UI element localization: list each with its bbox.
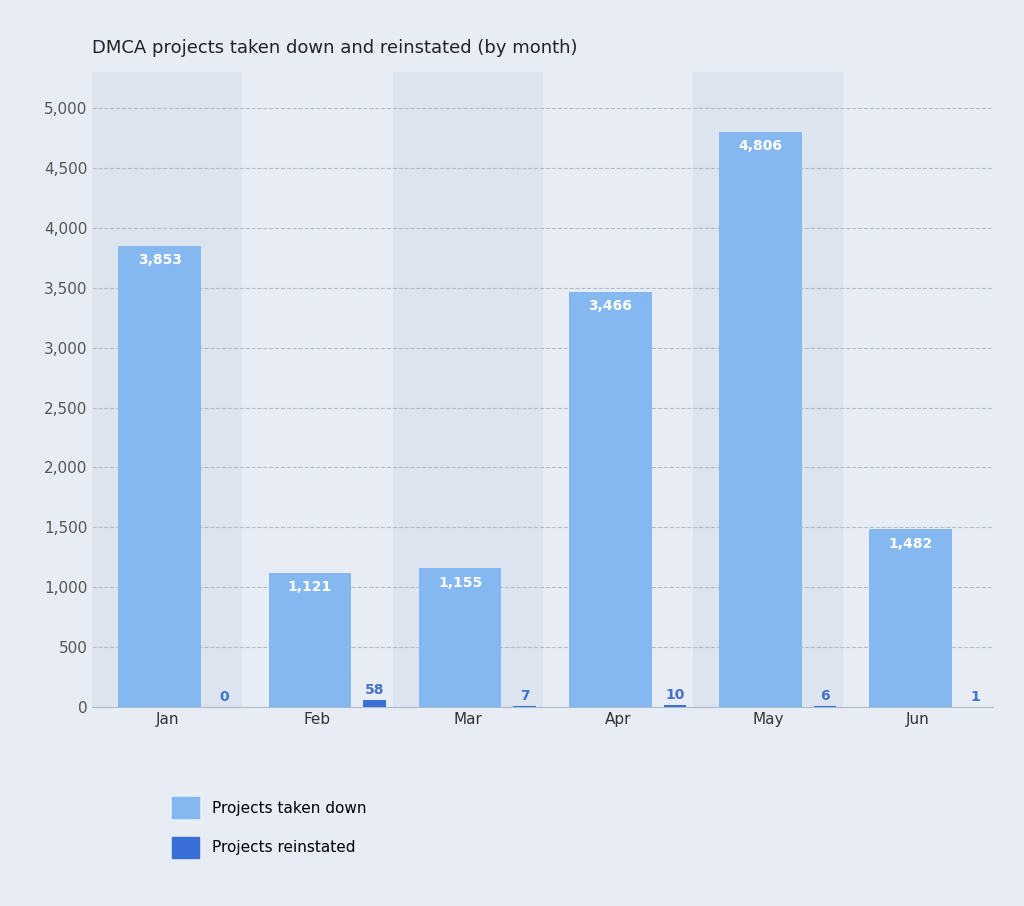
Bar (693, 72, 843, 707)
Text: DMCA projects taken down and reinstated (by month): DMCA projects taken down and reinstated … (92, 39, 578, 57)
Bar (843, 72, 993, 707)
Text: 58: 58 (365, 683, 384, 697)
Text: 10: 10 (666, 689, 685, 702)
Text: 1,121: 1,121 (288, 580, 332, 593)
Text: 0: 0 (219, 689, 229, 704)
Bar (364, 699, 386, 707)
Bar (569, 292, 651, 707)
Text: 3,466: 3,466 (589, 299, 632, 313)
Bar (392, 72, 543, 707)
Bar (719, 131, 802, 707)
Bar (664, 706, 686, 707)
Text: 7: 7 (520, 689, 529, 703)
Bar (268, 573, 351, 707)
Text: 6: 6 (820, 689, 829, 703)
Bar (243, 72, 392, 707)
Bar (869, 529, 952, 707)
Text: 4,806: 4,806 (738, 139, 782, 153)
Text: 1,482: 1,482 (889, 536, 933, 551)
Text: 1,155: 1,155 (438, 575, 482, 590)
Bar (92, 72, 243, 707)
Legend: Projects taken down, Projects reinstated: Projects taken down, Projects reinstated (172, 796, 367, 858)
Bar (543, 72, 693, 707)
Bar (419, 568, 502, 707)
Bar (119, 246, 201, 707)
Text: 1: 1 (971, 689, 980, 704)
Text: 3,853: 3,853 (138, 253, 181, 266)
